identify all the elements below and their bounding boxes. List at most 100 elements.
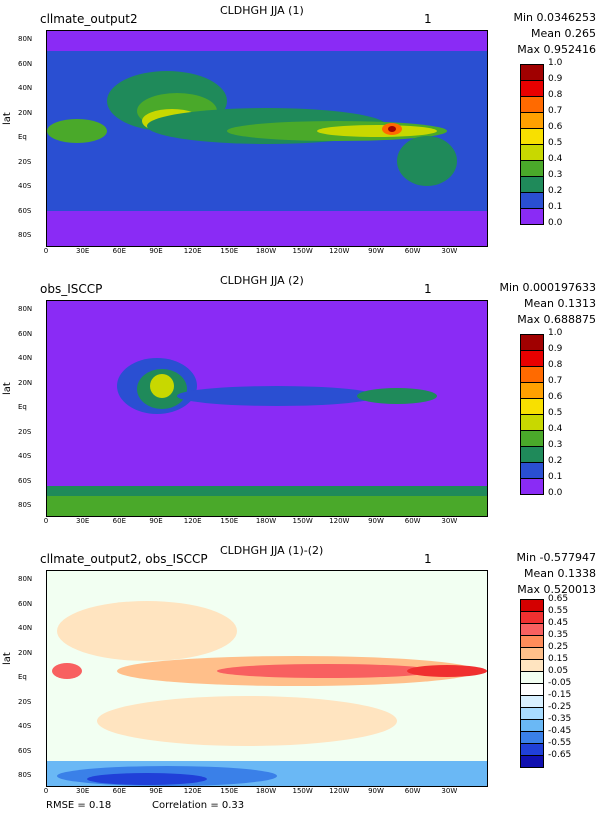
colorbar-tick-label: -0.35	[548, 714, 572, 724]
lon-tick-label: 90W	[368, 517, 384, 525]
colorbar-swatch	[520, 160, 544, 177]
colorbar-swatch	[520, 446, 544, 463]
colorbar	[520, 64, 544, 225]
lon-tick-label: 60E	[112, 787, 126, 795]
colorbar-tick-label: -0.45	[548, 726, 572, 736]
panel-number: 1	[424, 282, 432, 296]
lon-tick-label: 120E	[183, 247, 202, 255]
map-model	[46, 30, 488, 247]
lon-tick-label: 60E	[112, 517, 126, 525]
colorbar-tick-label: 0.45	[548, 618, 569, 628]
lon-tick-label: 120E	[183, 517, 202, 525]
lon-tick-label: 0	[43, 517, 49, 525]
lat-tick-label: 40S	[18, 452, 32, 460]
lat-tick-labels: 80N 60N 40N 20N Eq 20S 40S 60S 80S	[18, 30, 46, 245]
panel-obs: CLDHGH JJA (2) obs_ISCCP 1 Min 0.0001976…	[0, 270, 606, 538]
lon-tick-label: 150W	[292, 787, 313, 795]
colorbar-tick-label: -0.05	[548, 678, 572, 688]
lon-tick-label: 90E	[149, 247, 163, 255]
colorbar-tick-label: 0.3	[548, 440, 563, 450]
lat-tick-label: 80N	[18, 305, 33, 313]
stat-min: Min 0.000197633	[499, 281, 597, 294]
colorbar-swatch	[520, 430, 544, 447]
colorbar-tick-label: 0.35	[548, 630, 569, 640]
colorbar	[520, 334, 544, 495]
lat-tick-label: 20N	[18, 648, 33, 657]
map-diff	[46, 570, 488, 787]
lat-tick-label: Eq	[18, 673, 27, 681]
lon-tick-label: 120W	[329, 517, 350, 525]
colorbar-swatch	[520, 96, 544, 113]
lat-tick-label: 80S	[18, 771, 32, 779]
colorbar-tick-label: -0.15	[548, 690, 572, 700]
colorbar-tick-label: 0.6	[548, 392, 563, 402]
colorbar-swatch	[520, 128, 544, 145]
y-axis-label: lat	[2, 652, 13, 665]
lon-tick-label: 0	[43, 247, 49, 255]
lat-tick-labels: 80N 60N 40N 20N Eq 20S 40S 60S 80S	[18, 570, 46, 785]
lon-tick-label: 30E	[75, 247, 90, 255]
lon-tick-label: 180W	[255, 517, 277, 525]
colorbar-tick-label: 0.0	[548, 488, 563, 498]
colorbar-swatch	[520, 334, 544, 351]
lat-tick-label: Eq	[18, 133, 27, 141]
lat-tick-label: 20N	[18, 378, 33, 387]
colorbar-swatch	[520, 112, 544, 129]
stats-box: Min 0.000197633 Mean 0.1313 Max 0.688875	[500, 280, 597, 328]
colorbar-tick-label: 0.2	[548, 456, 563, 466]
colorbar-labels: 1.0 0.9 0.8 0.7 0.6 0.5 0.4 0.3 0.2 0.1 0.0	[548, 328, 562, 504]
lat-tick-label: 40S	[18, 722, 32, 730]
lon-tick-label: 30W	[441, 787, 458, 795]
colorbar-swatch	[520, 192, 544, 209]
colorbar-tick-label: 0.25	[548, 642, 569, 652]
lat-tick-label: 80N	[18, 35, 33, 43]
lon-tick-label: 30E	[75, 517, 90, 525]
colorbar-tick-label: 0.0	[548, 218, 563, 228]
colorbar-tick-label: 0.8	[548, 90, 563, 100]
stats-box: Min -0.577947 Mean 0.1338 Max 0.520013	[517, 550, 596, 598]
panel-label: cllmate_output2	[40, 12, 138, 26]
colorbar-tick-label: 0.1	[548, 472, 563, 482]
lat-tick-label: 20N	[18, 108, 33, 117]
colorbar	[520, 599, 544, 768]
lat-tick-label: 60N	[18, 599, 33, 608]
lon-tick-label: 60E	[112, 247, 126, 255]
colorbar-swatch	[520, 462, 544, 479]
lon-tick-label: 30W	[441, 247, 458, 255]
panel-number: 1	[424, 552, 432, 566]
lon-tick-label: 180W	[255, 787, 277, 795]
colorbar-tick-label: -0.25	[548, 702, 572, 712]
colorbar-swatch	[520, 208, 544, 225]
y-axis-label: lat	[2, 112, 13, 125]
colorbar-tick-label: 0.5	[548, 138, 563, 148]
lon-tick-label: 90E	[149, 787, 163, 795]
map-obs	[46, 300, 488, 517]
colorbar-swatch	[520, 398, 544, 415]
colorbar-tick-label: 0.55	[548, 606, 569, 616]
panel-diff: CLDHGH JJA (1)-(2) cllmate_output2, obs_…	[0, 540, 606, 808]
lat-tick-label: 20S	[18, 697, 32, 706]
stat-min: Min 0.0346253	[513, 11, 597, 24]
lon-tick-label: 150E	[220, 787, 239, 795]
lon-tick-label: 60W	[404, 247, 421, 255]
colorbar-labels: 0.65 0.55 0.45 0.35 0.25 0.15 0.05 -0.05 -0.15 -0…	[548, 594, 571, 762]
colorbar-swatch	[520, 478, 544, 495]
colorbar-tick-label: 0.2	[548, 186, 563, 196]
colorbar-tick-label: 0.3	[548, 170, 563, 180]
colorbar-swatch	[520, 366, 544, 383]
colorbar-tick-label: 0.4	[548, 424, 563, 434]
lat-tick-label: 40N	[18, 624, 33, 632]
colorbar-swatch	[520, 350, 544, 367]
panel-number: 1	[424, 12, 432, 26]
colorbar-tick-label: 0.6	[548, 122, 563, 132]
colorbar-tick-label: 1.0	[548, 58, 563, 68]
colorbar-swatch	[520, 382, 544, 399]
colorbar-tick-label: 0.8	[548, 360, 563, 370]
lon-tick-label: 180W	[255, 247, 277, 255]
colorbar-swatch	[520, 755, 544, 768]
lon-tick-label: 90W	[368, 787, 384, 795]
lon-tick-labels: 0 30E 60E 90E 120E 150E 180W 150W 120W 90W 60W 30W	[43, 517, 486, 529]
stat-max: Max 0.520013	[517, 583, 596, 596]
colorbar-tick-label: 0.15	[548, 654, 569, 664]
stat-max: Max 0.952416	[517, 43, 596, 56]
